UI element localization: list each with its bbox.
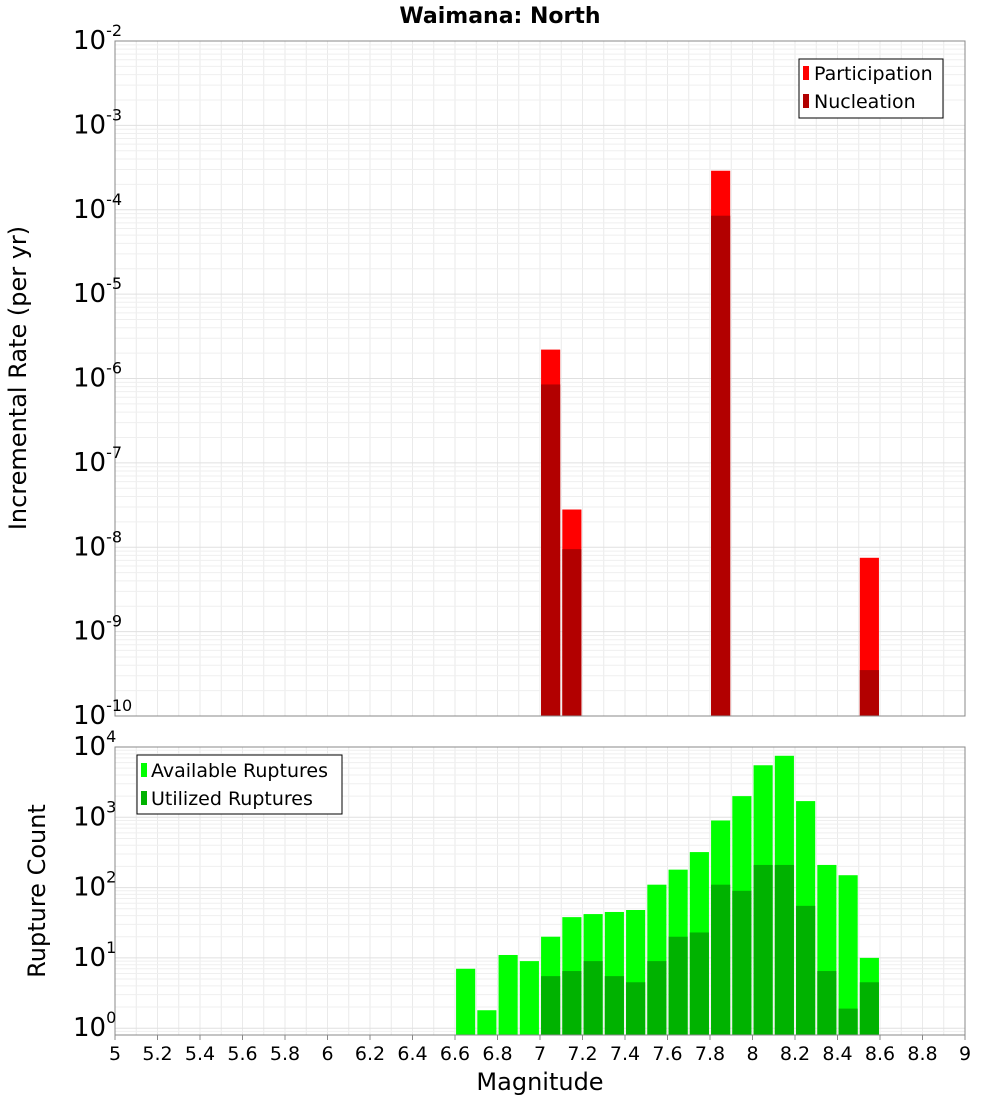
bar-available-ruptures <box>456 968 476 1035</box>
y-tick-label: 100 <box>73 1008 116 1043</box>
y-tick-label: 104 <box>73 727 116 762</box>
x-tick-label: 9 <box>959 1043 971 1065</box>
y-tick-label: 10-3 <box>73 105 122 140</box>
bar-utilized-ruptures <box>753 864 773 1035</box>
x-axis-label: Magnitude <box>476 1068 603 1096</box>
top-panel: 10-10 10-9 10-8 10-7 10-6 10-5 10-4 10-3 10-2 In… <box>4 21 966 731</box>
legend-label-utilized: Utilized Ruptures <box>151 788 313 810</box>
x-tick-label: 5.6 <box>227 1043 257 1065</box>
bar-utilized-ruptures <box>541 976 561 1035</box>
top-legend-box <box>798 58 944 119</box>
legend-swatch-available <box>141 763 147 777</box>
x-tick-label: 8.4 <box>822 1043 852 1065</box>
y-tick-label: 10-7 <box>73 443 122 478</box>
x-tick-label: 7.2 <box>567 1043 597 1065</box>
bar-nucleation <box>562 549 582 716</box>
y-tick-label: 10-9 <box>73 612 122 647</box>
x-tick-label: 7.4 <box>610 1043 640 1065</box>
legend-label-available: Available Ruptures <box>151 760 328 782</box>
x-tick-label: 5.8 <box>270 1043 300 1065</box>
bar-utilized-ruptures <box>817 971 837 1035</box>
top-y-tick-labels: 10-10 10-9 10-8 10-7 10-6 10-5 10-4 10-3 10-2 <box>73 21 132 731</box>
bar-available-ruptures <box>838 875 858 1035</box>
y-tick-label: 10-5 <box>73 274 122 309</box>
top-y-axis-label: Incremental Rate (per yr) <box>4 226 32 530</box>
top-legend: Participation Nucleation <box>798 58 944 119</box>
bar-utilized-ruptures <box>626 982 646 1035</box>
x-tick-label: 5.2 <box>142 1043 172 1065</box>
x-tick-label: 8.2 <box>780 1043 810 1065</box>
bar-utilized-ruptures <box>838 1008 858 1035</box>
legend-swatch-nucleation <box>803 94 809 108</box>
bar-nucleation <box>711 215 731 717</box>
x-tick-label: 8.8 <box>907 1043 937 1065</box>
y-tick-label: 101 <box>73 938 116 973</box>
x-tick-label: 6 <box>321 1043 333 1065</box>
x-tick-label: 6.8 <box>482 1043 512 1065</box>
y-tick-label: 10-6 <box>73 359 122 394</box>
bar-nucleation <box>541 384 561 716</box>
legend-label-nucleation: Nucleation <box>814 91 916 113</box>
bar-nucleation <box>859 670 879 716</box>
bar-utilized-ruptures <box>647 961 667 1035</box>
bottom-bars <box>456 755 879 1035</box>
top-plot-border <box>114 40 966 717</box>
x-tick-label: 7 <box>534 1043 546 1065</box>
y-tick-label: 10-4 <box>73 190 122 225</box>
y-tick-label: 102 <box>73 868 116 903</box>
x-tick-labels: 5 5.2 5.4 5.6 5.8 6 6.2 6.4 6.6 6.8 7 7.2 7.4 7.6 7.8 8… <box>109 1035 971 1065</box>
bottom-legend-box <box>136 754 343 815</box>
bar-utilized-ruptures <box>859 982 879 1035</box>
y-tick-label: 10-10 <box>73 696 132 731</box>
top-grid <box>114 40 966 717</box>
x-tick-label: 6.2 <box>355 1043 385 1065</box>
x-tick-label: 7.8 <box>695 1043 725 1065</box>
legend-swatch-utilized <box>141 791 147 805</box>
bottom-panel: 100 101 102 103 104 5 5.2 5.4 5.6 5.8 6 6.2 6.4 6.6 6… <box>23 727 971 1096</box>
bar-utilized-ruptures <box>774 864 794 1035</box>
bar-utilized-ruptures <box>668 936 688 1035</box>
bottom-y-axis-label: Rupture Count <box>23 804 51 978</box>
x-tick-label: 6.4 <box>397 1043 427 1065</box>
bar-utilized-ruptures <box>689 932 709 1035</box>
x-tick-label: 5 <box>109 1043 121 1065</box>
top-bars <box>541 170 879 717</box>
y-tick-label: 103 <box>73 797 116 832</box>
bottom-legend: Available Ruptures Utilized Ruptures <box>136 754 343 815</box>
x-tick-label: 7.6 <box>652 1043 682 1065</box>
chart-title: Waimana: North <box>399 4 600 29</box>
bottom-y-tick-labels: 100 101 102 103 104 <box>73 727 116 1043</box>
bar-available-ruptures <box>519 961 539 1035</box>
bar-utilized-ruptures <box>604 976 624 1035</box>
bar-available-ruptures <box>498 954 518 1035</box>
bar-utilized-ruptures <box>732 890 752 1035</box>
bar-utilized-ruptures <box>796 905 816 1035</box>
y-tick-label: 10-8 <box>73 527 122 562</box>
bar-available-ruptures <box>477 1010 497 1035</box>
bar-utilized-ruptures <box>711 884 731 1035</box>
bar-utilized-ruptures <box>562 971 582 1035</box>
legend-label-participation: Participation <box>814 63 933 85</box>
x-tick-label: 8 <box>746 1043 758 1065</box>
x-tick-label: 6.6 <box>440 1043 470 1065</box>
bar-utilized-ruptures <box>583 961 603 1035</box>
legend-swatch-participation <box>803 66 809 80</box>
x-tick-label: 8.6 <box>865 1043 895 1065</box>
x-tick-label: 5.4 <box>185 1043 215 1065</box>
y-tick-label: 10-2 <box>73 21 122 56</box>
